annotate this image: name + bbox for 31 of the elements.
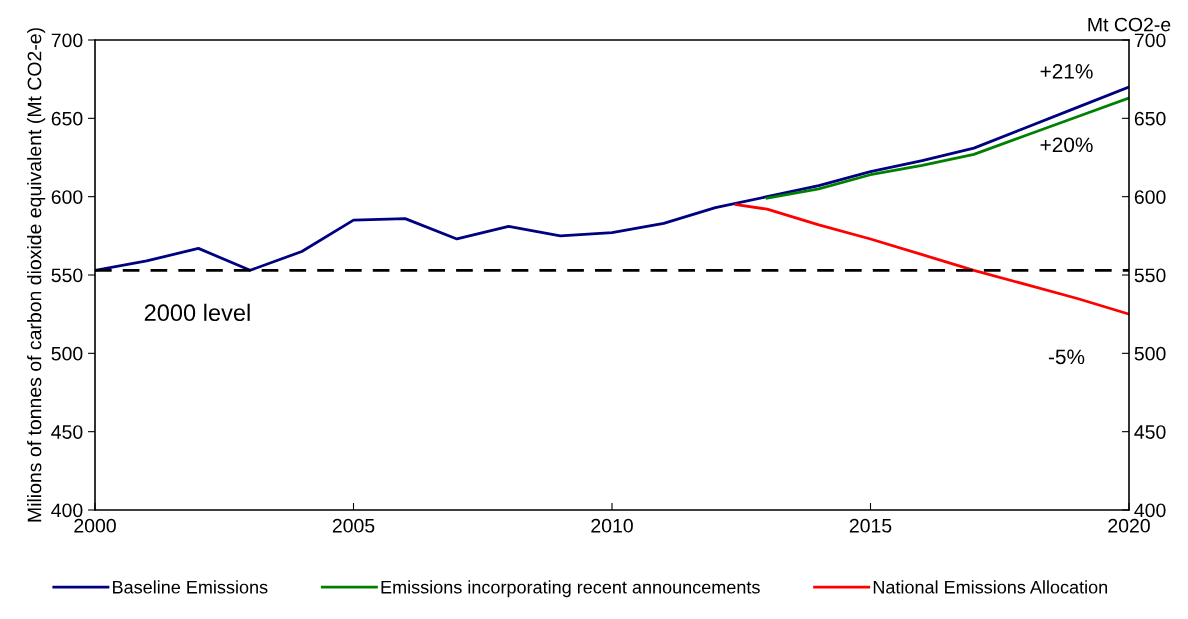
annotation: -5% [1048, 349, 1085, 365]
annotation: +21% [1040, 63, 1093, 79]
y2-tick-label: 550 [1134, 268, 1166, 283]
y-tick-label: 650 [51, 111, 83, 126]
line-series [734, 203, 1129, 316]
y2-tick-label: 450 [1134, 425, 1166, 439]
ref-line-label: 2000 level [144, 303, 250, 322]
y2-tick-label: 500 [1134, 346, 1166, 361]
line-series [95, 85, 1129, 272]
x-tick-label: 2010 [591, 518, 633, 533]
line-series [765, 96, 1129, 200]
x-tick-label: 2005 [332, 518, 375, 533]
y2-tick-label: 600 [1134, 190, 1166, 204]
y2-axis-title: Mt CO2-e [1088, 17, 1171, 32]
legend-label: Baseline Emissions [113, 580, 268, 594]
y-tick-label: 500 [51, 346, 83, 361]
x-tick-label: 2015 [849, 518, 892, 533]
y-tick-label: 600 [51, 190, 83, 204]
x-tick-label: 2020 [1108, 518, 1150, 533]
y2-tick-label: 400 [1134, 503, 1166, 518]
y-tick-label: 400 [51, 503, 83, 518]
x-tick-label: 2000 [74, 518, 116, 533]
legend-label: Emissions incorporating recent announcements [381, 580, 760, 598]
y-tick-label: 450 [51, 425, 83, 439]
legend-label: National Emissions Allocation [873, 580, 1108, 594]
y2-tick-label: 700 [1134, 33, 1166, 48]
annotation: +20% [1040, 137, 1093, 153]
y-tick-label: 700 [51, 33, 83, 48]
y-tick-label: 550 [51, 268, 83, 283]
y-axis-title: Milions of tonnes of carbon dioxide equivalent (Mt CO2-e) [27, 28, 46, 522]
y2-tick-label: 650 [1134, 111, 1166, 126]
